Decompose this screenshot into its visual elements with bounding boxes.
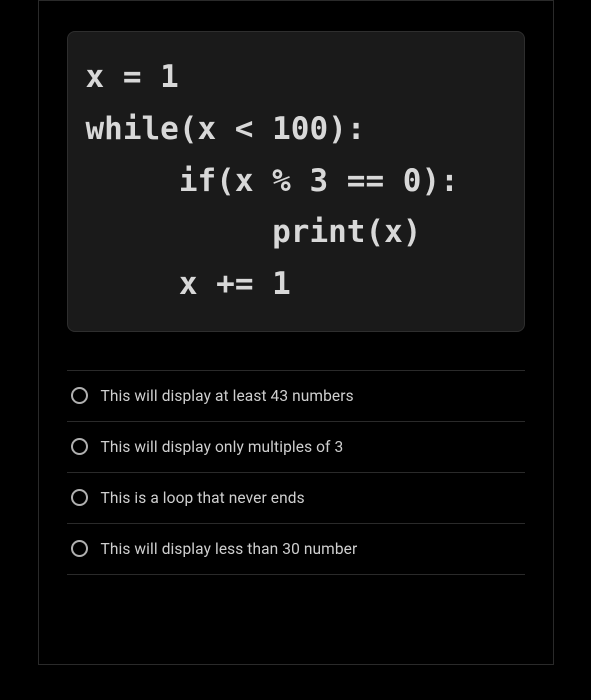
- option-label: This will display at least 43 numbers: [101, 387, 354, 405]
- code-line-1: x = 1: [86, 59, 179, 95]
- code-line-4: print(x): [86, 214, 422, 250]
- option-label: This will display less than 30 number: [101, 540, 358, 558]
- code-line-2: while(x < 100):: [86, 111, 366, 147]
- radio-icon: [71, 540, 88, 557]
- option-label: This is a loop that never ends: [101, 489, 305, 507]
- radio-icon: [71, 387, 88, 404]
- option-label: This will display only multiples of 3: [101, 438, 344, 456]
- radio-icon: [71, 438, 88, 455]
- option-row-3[interactable]: This is a loop that never ends: [67, 472, 525, 523]
- code-line-5: x += 1: [86, 266, 291, 302]
- option-row-2[interactable]: This will display only multiples of 3: [67, 421, 525, 472]
- options-group: This will display at least 43 numbers Th…: [67, 370, 525, 575]
- option-row-4[interactable]: This will display less than 30 number: [67, 523, 525, 575]
- question-card: x = 1 while(x < 100): if(x % 3 == 0): pr…: [38, 0, 554, 665]
- option-row-1[interactable]: This will display at least 43 numbers: [67, 370, 525, 421]
- radio-icon: [71, 489, 88, 506]
- code-block: x = 1 while(x < 100): if(x % 3 == 0): pr…: [67, 31, 525, 332]
- code-line-3: if(x % 3 == 0):: [86, 163, 459, 199]
